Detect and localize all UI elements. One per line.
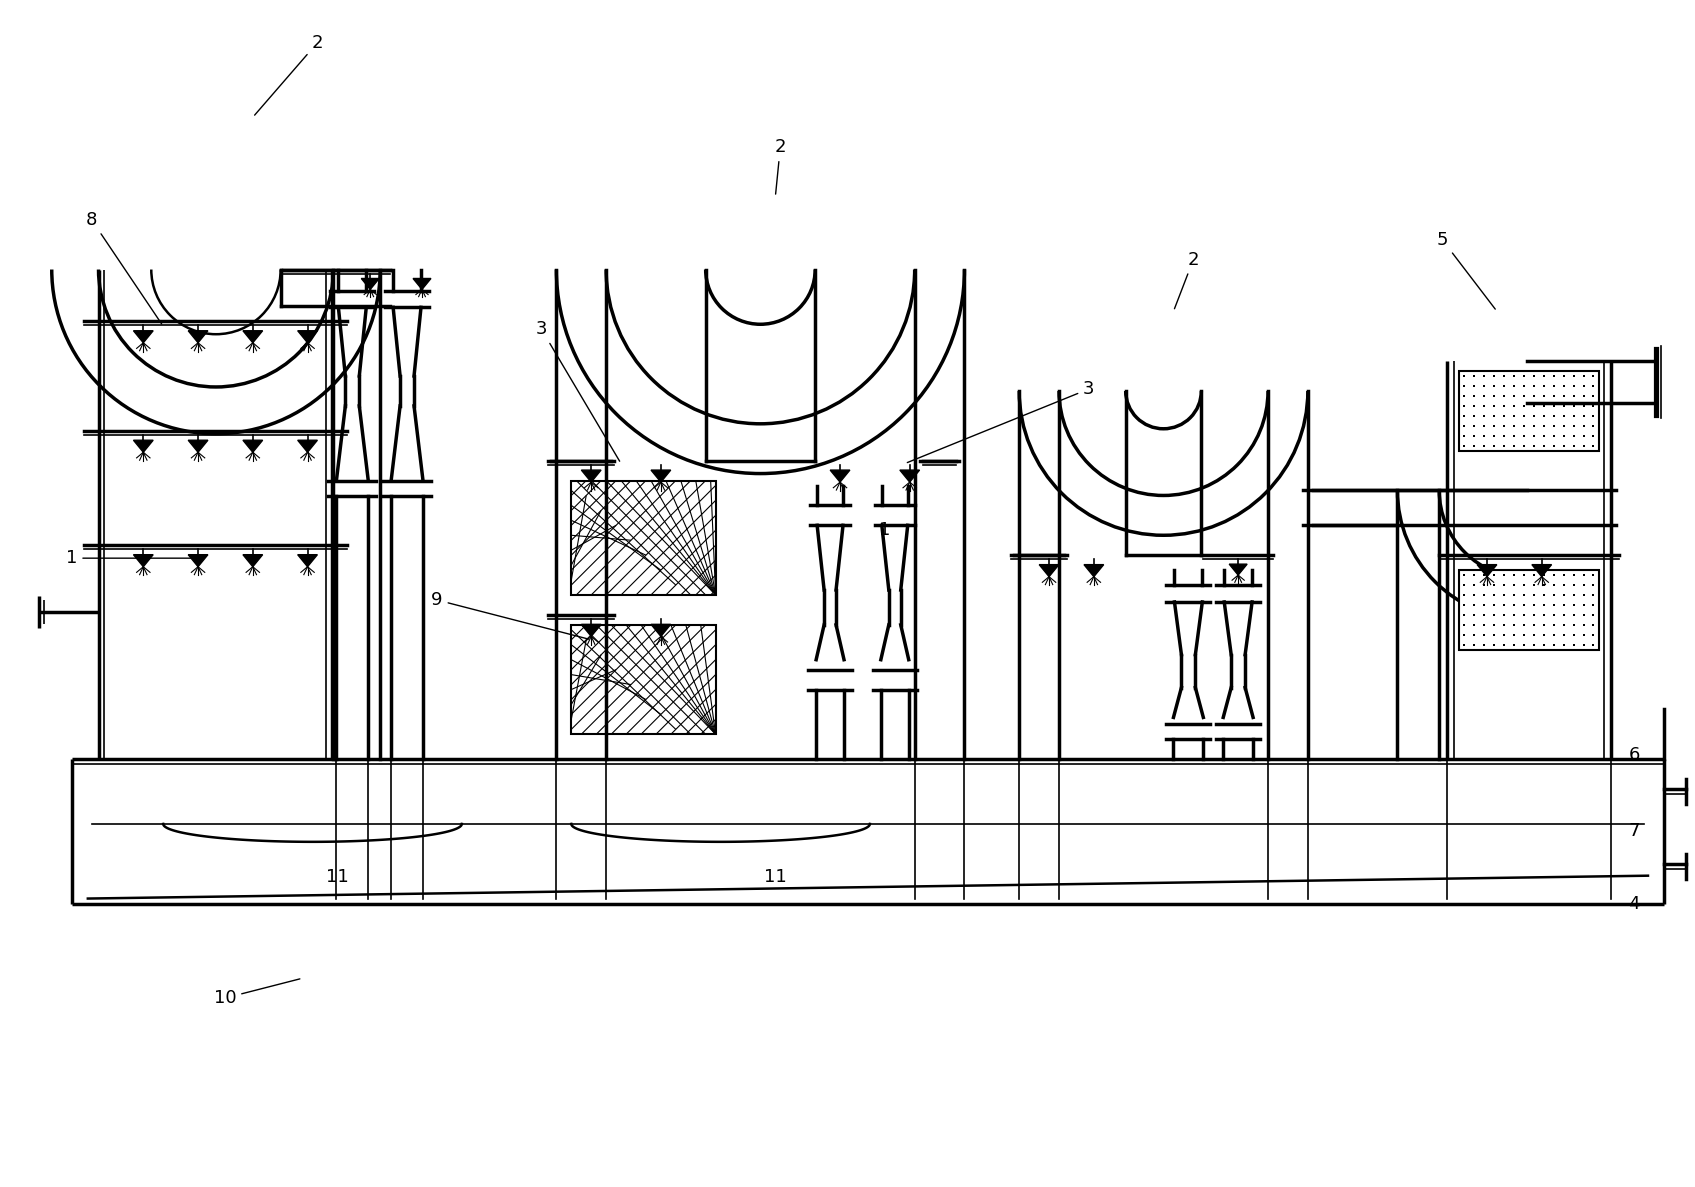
Text: 2: 2 (1175, 250, 1198, 309)
Polygon shape (134, 331, 153, 343)
Bar (571, 624, 715, 735)
Polygon shape (581, 624, 602, 636)
Text: 6: 6 (1629, 747, 1641, 764)
Text: 7: 7 (1629, 821, 1641, 840)
Polygon shape (242, 331, 263, 343)
Bar (571, 481, 715, 595)
Polygon shape (134, 554, 153, 566)
Text: 11: 11 (764, 868, 786, 886)
Polygon shape (298, 554, 317, 566)
Polygon shape (1476, 565, 1497, 577)
Text: 3: 3 (907, 380, 1095, 463)
Polygon shape (134, 440, 153, 452)
Bar (1459, 372, 1600, 451)
Polygon shape (900, 470, 920, 482)
Polygon shape (1532, 565, 1551, 577)
Text: 2: 2 (254, 33, 324, 115)
Polygon shape (651, 624, 671, 636)
Polygon shape (831, 470, 849, 482)
Polygon shape (581, 470, 602, 482)
Bar (1459, 570, 1600, 649)
Text: 9: 9 (431, 591, 588, 639)
Polygon shape (651, 470, 671, 482)
Text: 3: 3 (536, 320, 620, 462)
Polygon shape (361, 279, 380, 290)
Polygon shape (1039, 565, 1059, 577)
Polygon shape (298, 331, 317, 343)
Polygon shape (1229, 564, 1248, 575)
Text: 11: 11 (325, 868, 349, 886)
Polygon shape (188, 440, 208, 452)
Polygon shape (414, 279, 431, 290)
Text: 2: 2 (775, 138, 786, 195)
Polygon shape (242, 440, 263, 452)
Polygon shape (188, 331, 208, 343)
Text: 1: 1 (880, 521, 890, 539)
Text: 1: 1 (66, 550, 200, 567)
Polygon shape (298, 440, 317, 452)
Text: 8: 8 (86, 211, 161, 324)
Text: 10: 10 (214, 979, 300, 1007)
Text: 5: 5 (1436, 230, 1495, 309)
Polygon shape (242, 554, 263, 566)
Text: 4: 4 (1629, 895, 1641, 913)
Polygon shape (1085, 565, 1103, 577)
Polygon shape (188, 554, 208, 566)
